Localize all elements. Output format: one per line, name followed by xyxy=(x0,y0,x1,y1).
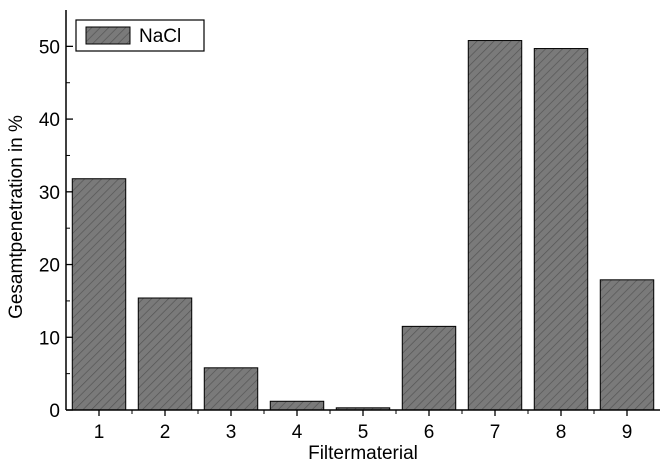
x-tick-label: 4 xyxy=(292,422,303,443)
bar-7 xyxy=(467,40,523,411)
legend: NaCl xyxy=(75,19,205,52)
y-tick-label: 20 xyxy=(39,256,60,277)
bar-9 xyxy=(599,279,655,411)
x-tick-label: 7 xyxy=(490,422,501,443)
x-axis-title: Filtermaterial xyxy=(308,443,418,464)
x-tick-label: 9 xyxy=(622,422,633,443)
y-tick-label: 40 xyxy=(39,110,60,131)
y-tick-label: 10 xyxy=(39,328,60,349)
y-tick-label: 30 xyxy=(39,183,60,204)
x-tick-label: 5 xyxy=(358,422,369,443)
bar-1 xyxy=(71,178,127,411)
x-tick-label: 3 xyxy=(226,422,237,443)
y-axis-title: Gesamtpenetration in % xyxy=(6,115,27,319)
y-tick-label: 0 xyxy=(49,401,60,422)
legend-swatch-nacl xyxy=(85,26,131,45)
ticks-layer: 0 10 20 30 40 50 1 2 3 4 5 6 7 8 9 xyxy=(39,37,632,443)
x-tick-label: 1 xyxy=(94,422,105,443)
y-tick-label: 50 xyxy=(39,37,60,58)
x-tick-label: 6 xyxy=(424,422,435,443)
bar-3 xyxy=(203,367,259,411)
bar-4 xyxy=(269,400,325,411)
legend-label-nacl: NaCl xyxy=(139,26,181,47)
bar-8 xyxy=(533,48,589,411)
x-tick-label: 8 xyxy=(556,422,567,443)
bar-6 xyxy=(401,325,457,411)
bars-layer xyxy=(71,40,655,411)
bar-2 xyxy=(137,297,193,411)
x-tick-label: 2 xyxy=(160,422,171,443)
